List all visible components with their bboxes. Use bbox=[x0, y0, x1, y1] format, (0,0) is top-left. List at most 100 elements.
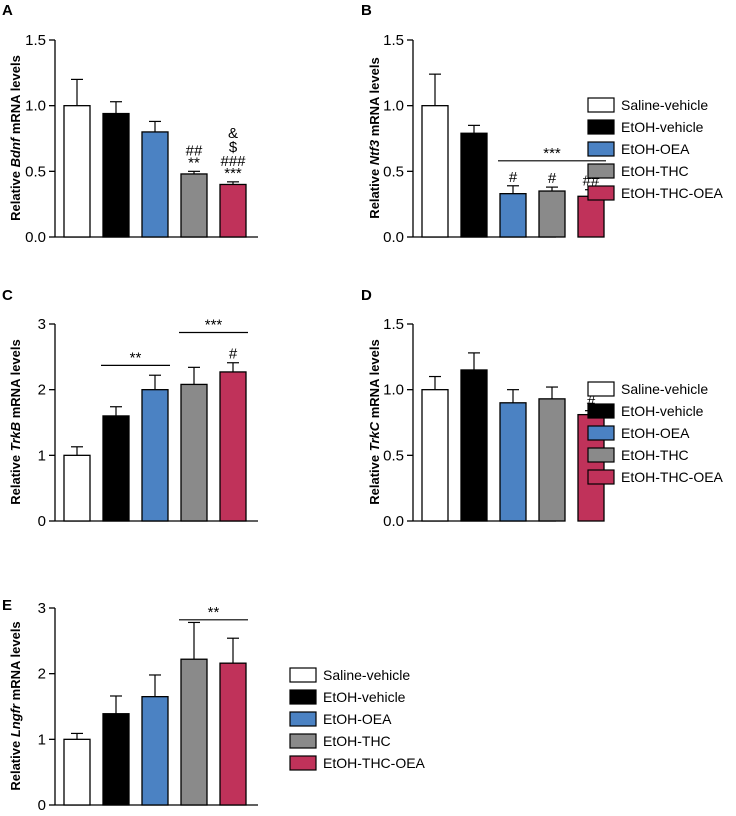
legend-entry: EtOH-THC bbox=[621, 163, 689, 179]
bar bbox=[180, 658, 208, 806]
legend-entry: EtOH-OEA bbox=[621, 425, 690, 441]
legend-entry: EtOH-THC-OEA bbox=[621, 185, 724, 201]
y-tick-label: 1.0 bbox=[383, 382, 404, 399]
legend-swatch bbox=[587, 469, 615, 485]
significance-label: ## bbox=[186, 142, 203, 159]
significance-label: *** bbox=[205, 317, 223, 334]
significance-label: # bbox=[229, 346, 238, 363]
y-tick-label: 0.5 bbox=[25, 163, 46, 180]
bar bbox=[538, 398, 566, 522]
legend-swatch bbox=[587, 403, 615, 419]
y-tick-label: 0.0 bbox=[25, 229, 46, 246]
y-axis-label: Relative TrkB mRNA levels bbox=[8, 339, 23, 504]
bar bbox=[180, 173, 208, 238]
y-tick-label: 0 bbox=[38, 797, 46, 814]
bar bbox=[102, 713, 130, 806]
y-tick-label: 1.5 bbox=[383, 316, 404, 333]
significance-label: $ bbox=[229, 139, 238, 156]
legend-swatch bbox=[587, 185, 615, 201]
legend-swatch bbox=[587, 119, 615, 135]
y-tick-label: 0 bbox=[38, 513, 46, 530]
y-tick-label: 3 bbox=[38, 600, 46, 617]
bar bbox=[421, 105, 449, 238]
significance-label: # bbox=[587, 394, 596, 411]
bar bbox=[63, 738, 91, 806]
y-axis-label: Relative Bdnf mRNA levels bbox=[8, 55, 23, 221]
y-tick-label: 0.0 bbox=[383, 229, 404, 246]
bar bbox=[180, 383, 208, 522]
panel-e: E Relative Lngfr mRNA levels 0 1 2 3 ** bbox=[2, 597, 258, 814]
legend-entry: EtOH-THC-OEA bbox=[323, 755, 426, 771]
panel-letter: C bbox=[2, 287, 13, 304]
y-tick-label: 2 bbox=[38, 382, 46, 399]
bar bbox=[219, 183, 247, 238]
legend: Saline-vehicle EtOH-vehicle EtOH-OEA EtOH-T… bbox=[587, 97, 724, 201]
y-tick-label: 0.0 bbox=[383, 513, 404, 530]
bar bbox=[577, 195, 605, 238]
legend-swatch bbox=[289, 689, 317, 705]
y-tick-label: 1 bbox=[38, 731, 46, 748]
bar bbox=[102, 415, 130, 522]
y-tick-label: 1 bbox=[38, 447, 46, 464]
significance-label: ** bbox=[188, 154, 200, 171]
panel-letter: A bbox=[2, 2, 13, 19]
bar bbox=[141, 131, 169, 238]
legend-swatch bbox=[289, 711, 317, 727]
legend-swatch bbox=[587, 97, 615, 113]
panel-letter: D bbox=[361, 287, 372, 304]
bar bbox=[102, 112, 130, 238]
y-axis-label: Relative Lngfr mRNA levels bbox=[8, 621, 23, 790]
y-tick-label: 0.5 bbox=[383, 163, 404, 180]
legend-swatch bbox=[587, 425, 615, 441]
y-tick-label: 3 bbox=[38, 316, 46, 333]
significance-label: *** bbox=[224, 165, 242, 182]
significance-label: # bbox=[509, 169, 518, 186]
y-tick-label: 1.5 bbox=[25, 32, 46, 49]
legend-entry: EtOH-vehicle bbox=[621, 119, 704, 135]
bar bbox=[499, 402, 527, 522]
bar bbox=[63, 105, 91, 238]
legend-entry: EtOH-OEA bbox=[621, 141, 690, 157]
bar bbox=[421, 389, 449, 522]
legend-entry: EtOH-THC bbox=[621, 447, 689, 463]
bar bbox=[219, 662, 247, 806]
bar bbox=[219, 371, 247, 522]
y-axis-label: Relative TrkC mRNA levels bbox=[367, 339, 382, 504]
legend-swatch bbox=[587, 447, 615, 463]
y-tick-label: 0.5 bbox=[383, 447, 404, 464]
significance-label: *** bbox=[543, 145, 561, 162]
y-axis-label: Relative Ntf3 mRNA levels bbox=[367, 57, 382, 218]
y-tick-label: 1.0 bbox=[383, 98, 404, 115]
legend-entry: EtOH-OEA bbox=[323, 711, 392, 727]
legend-swatch bbox=[289, 733, 317, 749]
legend-entry: EtOH-THC-OEA bbox=[621, 469, 724, 485]
legend-swatch bbox=[587, 163, 615, 179]
bar bbox=[460, 132, 488, 238]
legend-swatch bbox=[289, 755, 317, 771]
bar bbox=[141, 696, 169, 806]
panel-letter: E bbox=[2, 597, 12, 614]
legend-entry: EtOH-vehicle bbox=[323, 689, 406, 705]
legend-entry: EtOH-THC bbox=[323, 733, 391, 749]
significance-label: & bbox=[228, 125, 238, 142]
bar bbox=[499, 193, 527, 238]
legend-entry: Saline-vehicle bbox=[621, 97, 708, 113]
significance-label: # bbox=[548, 170, 557, 187]
significance-label: ### bbox=[220, 153, 246, 170]
bar bbox=[63, 454, 91, 522]
legend-entry: Saline-vehicle bbox=[323, 667, 410, 683]
legend: Saline-vehicle EtOH-vehicle EtOH-OEA EtOH-T… bbox=[289, 667, 426, 771]
y-tick-label: 1.0 bbox=[25, 98, 46, 115]
legend-swatch bbox=[587, 381, 615, 397]
legend: Saline-vehicle EtOH-vehicle EtOH-OEA EtOH-T… bbox=[587, 381, 724, 485]
y-tick-label: 1.5 bbox=[383, 32, 404, 49]
bar bbox=[141, 389, 169, 522]
panel-letter: B bbox=[361, 2, 372, 19]
legend-entry: EtOH-vehicle bbox=[621, 403, 704, 419]
significance-label: ** bbox=[208, 604, 220, 621]
legend-entry: Saline-vehicle bbox=[621, 381, 708, 397]
